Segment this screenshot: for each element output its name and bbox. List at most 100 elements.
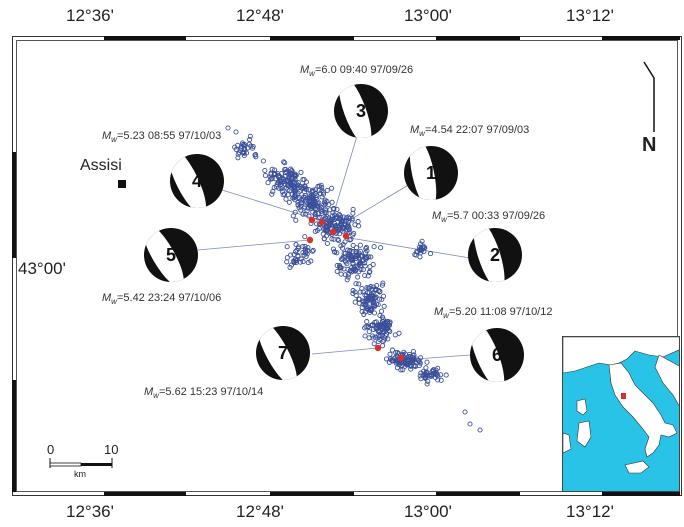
aftershock-point [370,326,377,332]
aftershock-point [284,259,290,265]
aftershock-point [438,377,444,383]
left-lat-label: 43°00' [18,259,66,279]
aftershock-point [302,189,308,195]
aftershock-point [235,155,241,161]
aftershock-point [296,196,302,202]
aftershock-point [381,303,387,309]
aftershock-point [292,171,298,177]
aftershock-point [269,166,275,172]
aftershock-point [362,325,368,331]
aftershock-point [351,230,357,237]
aftershock-point [365,324,371,330]
aftershock-point [334,268,340,274]
aftershock-point [324,227,330,233]
aftershock-point [363,324,369,330]
aftershock-point [385,320,391,326]
aftershock-point [357,263,363,269]
aftershock-point [402,351,408,357]
bottom-lon-label-3: 13°00' [404,502,452,521]
aftershock-point [412,252,418,258]
aftershock-point [294,247,300,253]
aftershock-point [371,244,377,250]
event-number: 2 [489,244,500,265]
aftershock-point [347,247,353,253]
aftershock-point [330,246,336,252]
epicenter-marker [306,236,314,244]
aftershock-point [352,289,358,295]
aftershock-point [381,329,387,336]
aftershock-point [336,226,342,232]
aftershock-point [305,245,311,251]
event-number: 3 [355,100,366,121]
aftershock-cloud [225,125,483,433]
aftershock-point [327,219,333,225]
aftershock-point [337,264,343,270]
aftershock-point [364,319,370,325]
top-lon-label-3: 13°00' [404,6,452,25]
aftershock-point [286,188,292,194]
epicenter-marker [342,232,350,240]
top-lon-label-1: 12°36' [66,6,114,25]
aftershock-point [344,227,350,233]
event-number: 4 [191,170,202,191]
aftershock-point [250,143,256,150]
focal-mechanism-3: 3 [334,84,388,138]
aftershock-point [277,177,283,183]
aftershock-point [316,226,322,232]
aftershock-point [265,180,271,186]
focal-mechanism-2: 2 [468,228,522,282]
aftershock-point [443,372,449,378]
aftershock-point [406,354,412,360]
aftershock-point [353,245,360,251]
aftershock-point [312,228,318,234]
aftershock-point [345,219,351,225]
aftershock-point [377,289,383,295]
frame-tick [12,152,16,258]
scale-unit-label: km [74,469,86,479]
aftershock-point [387,351,393,357]
aftershock-point [394,349,400,356]
aftershock-point [350,206,356,212]
aftershock-point [347,237,353,243]
aftershock-point [310,197,316,203]
aftershock-point [344,277,350,283]
aftershock-point [282,160,288,166]
aftershock-point [419,238,425,244]
aftershock-point [377,312,383,319]
aftershock-point [477,427,483,433]
aftershock-point [362,272,368,279]
aftershock-point [310,247,316,253]
aftershock-point [286,199,292,205]
aftershock-point [322,206,328,212]
aftershock-point [423,369,429,375]
aftershock-point [301,177,307,183]
epicenter-marker [374,344,382,352]
aftershock-point [317,206,323,212]
aftershock-point [423,372,429,378]
aftershock-point [319,188,325,194]
aftershock-point [360,289,366,295]
aftershock-point [345,247,351,253]
aftershock-point [359,309,365,315]
aftershock-point [424,359,430,365]
aftershock-point [372,319,378,325]
aftershock-point [293,260,299,266]
aftershock-point [324,213,330,220]
aftershock-point [308,195,314,201]
aftershock-point [375,338,381,345]
aftershock-point [368,306,374,312]
aftershock-point [300,211,306,217]
aftershock-point [338,271,344,277]
aftershock-point [282,177,288,183]
aftershock-point [389,347,395,353]
aftershock-point [332,220,338,227]
aftershock-point [373,325,379,332]
aftershock-point [411,363,417,369]
aftershock-point [300,243,306,250]
aftershock-point [378,308,385,314]
aftershock-point [338,265,344,271]
aftershock-point [262,172,268,179]
aftershock-point [317,214,323,221]
aftershock-point [396,360,402,366]
aftershock-point [357,289,363,295]
